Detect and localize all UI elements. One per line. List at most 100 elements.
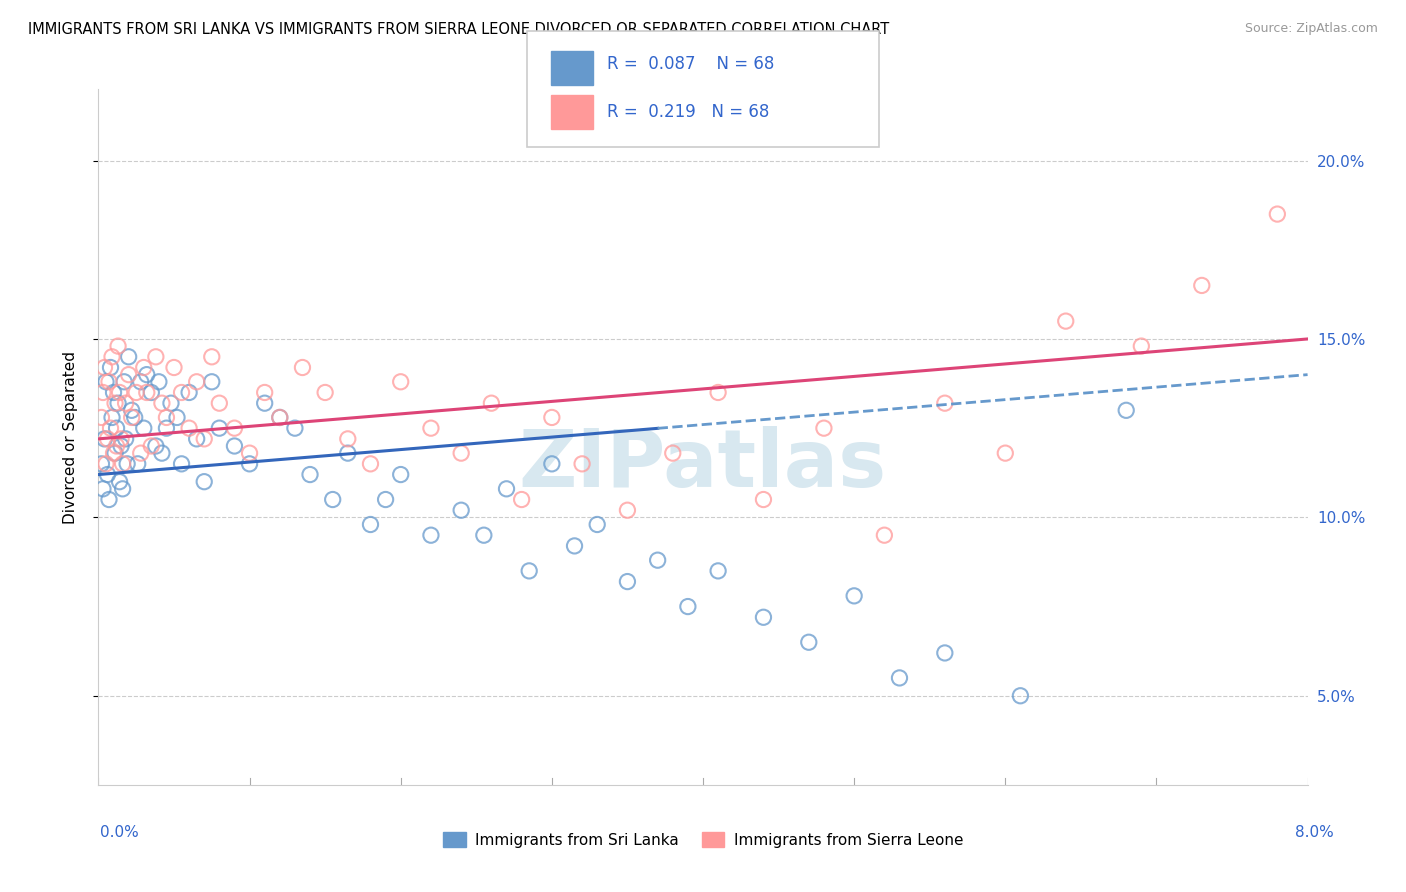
Point: [661, 446, 683, 460]
Point: [100, 360, 122, 375]
Point: [813, 421, 835, 435]
Point: [360, 457, 382, 471]
Point: [127, 457, 149, 471]
Point: [420, 421, 443, 435]
Text: 0.0%: 0.0%: [100, 825, 139, 840]
Point: [100, 421, 122, 435]
Point: [91, 482, 114, 496]
Point: [1054, 314, 1077, 328]
Point: [360, 517, 382, 532]
Point: [107, 396, 129, 410]
Point: [420, 528, 443, 542]
Text: 8.0%: 8.0%: [1295, 825, 1334, 840]
Point: [104, 396, 127, 410]
Text: ZIPatlas: ZIPatlas: [519, 425, 887, 504]
Point: [112, 375, 135, 389]
Point: [889, 671, 911, 685]
Point: [155, 410, 177, 425]
Point: [129, 446, 152, 460]
Point: [450, 503, 472, 517]
Point: [111, 482, 134, 496]
Point: [110, 432, 132, 446]
Point: [269, 410, 291, 425]
Point: [105, 421, 128, 435]
Point: [1327, 350, 1350, 364]
Point: [98, 375, 121, 389]
Text: R =  0.087    N = 68: R = 0.087 N = 68: [607, 55, 775, 73]
Point: [111, 457, 134, 471]
Point: [132, 360, 155, 375]
Point: [103, 446, 125, 460]
Point: [472, 528, 495, 542]
Point: [1130, 339, 1153, 353]
Point: [186, 432, 208, 446]
Point: [160, 396, 183, 410]
Point: [108, 475, 131, 489]
Point: [314, 385, 336, 400]
Point: [322, 492, 344, 507]
Point: [481, 396, 503, 410]
Point: [129, 375, 152, 389]
Point: [676, 599, 699, 614]
Point: [291, 360, 314, 375]
Point: [269, 410, 291, 425]
Point: [707, 385, 730, 400]
Point: [224, 421, 246, 435]
Point: [101, 410, 124, 425]
Point: [1402, 303, 1406, 318]
Point: [208, 421, 231, 435]
Point: [170, 457, 193, 471]
Point: [540, 457, 562, 471]
Point: [150, 446, 173, 460]
Point: [208, 396, 231, 410]
Point: [179, 421, 201, 435]
Point: [121, 410, 143, 425]
Point: [517, 564, 540, 578]
Point: [135, 368, 157, 382]
Point: [495, 482, 517, 496]
Point: [564, 539, 586, 553]
Point: [115, 457, 138, 471]
Point: [103, 385, 125, 400]
Point: [141, 385, 163, 400]
Point: [104, 446, 127, 460]
Point: [253, 385, 276, 400]
Point: [96, 467, 118, 482]
Point: [586, 517, 609, 532]
Point: [98, 492, 121, 507]
Point: [239, 457, 262, 471]
Point: [93, 360, 115, 375]
Legend: Immigrants from Sri Lanka, Immigrants from Sierra Leone: Immigrants from Sri Lanka, Immigrants fr…: [437, 826, 969, 854]
Point: [510, 492, 533, 507]
Point: [166, 410, 188, 425]
Point: [93, 432, 115, 446]
Point: [1191, 278, 1213, 293]
Point: [135, 385, 157, 400]
Point: [873, 528, 896, 542]
Point: [132, 421, 155, 435]
Point: [118, 368, 141, 382]
Point: [94, 375, 117, 389]
Point: [105, 439, 128, 453]
Point: [284, 421, 307, 435]
Point: [336, 432, 359, 446]
Point: [107, 339, 129, 353]
Point: [224, 439, 246, 453]
Point: [110, 439, 132, 453]
Point: [163, 360, 186, 375]
Point: [170, 385, 193, 400]
Point: [121, 403, 143, 417]
Point: [141, 439, 163, 453]
Point: [797, 635, 820, 649]
Point: [1267, 207, 1289, 221]
Point: [148, 375, 170, 389]
Point: [994, 446, 1017, 460]
Point: [201, 350, 224, 364]
Point: [108, 385, 131, 400]
Point: [145, 350, 167, 364]
Point: [571, 457, 593, 471]
Point: [94, 457, 117, 471]
Point: [91, 385, 114, 400]
Point: [934, 396, 956, 410]
Point: [616, 574, 638, 589]
